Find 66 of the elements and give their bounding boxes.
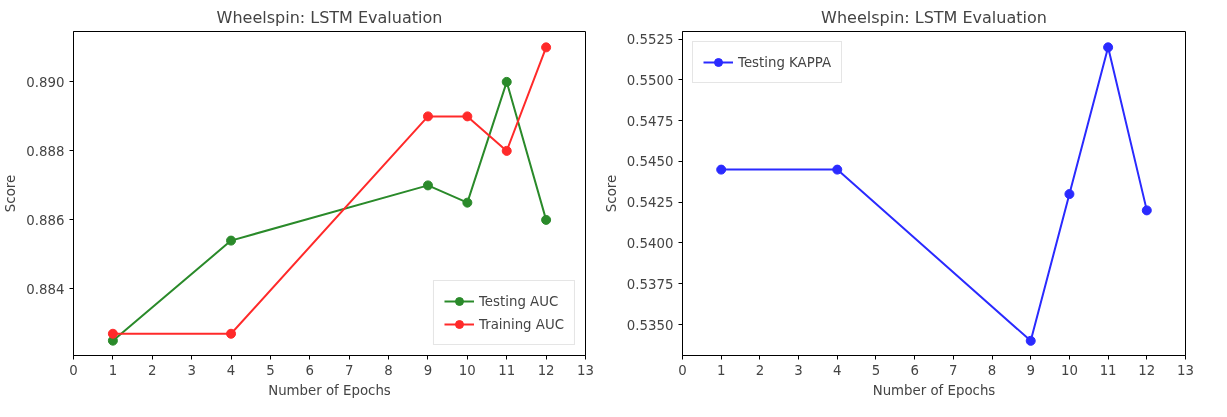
y-tick-label: 0.5400 — [626, 235, 674, 251]
point — [462, 111, 473, 122]
y-tick-label: 0.890 — [26, 74, 65, 90]
point — [226, 235, 237, 246]
x-tick-label: 11 — [498, 362, 516, 378]
x-tick-label: 0 — [69, 362, 78, 378]
x-tick-label: 5 — [266, 362, 275, 378]
y-axis-title: Score — [3, 174, 19, 213]
y-tick-label: 0.5450 — [626, 154, 674, 170]
x-tick-label: 10 — [1060, 362, 1078, 378]
legend-label: Training AUC — [478, 316, 564, 332]
x-tick-label: 1 — [716, 362, 726, 378]
y-tick-label: 0.5425 — [626, 195, 674, 211]
point — [501, 145, 512, 156]
y-tick-label: 0.884 — [26, 281, 65, 297]
point — [1141, 205, 1152, 216]
x-tick-label: 5 — [871, 362, 881, 378]
point — [462, 197, 473, 208]
y-tick-label: 0.5350 — [626, 317, 674, 333]
x-tick-label: 7 — [949, 362, 958, 378]
x-tick-label: 3 — [187, 362, 196, 378]
point — [422, 180, 433, 191]
y-tick-label: 0.888 — [26, 143, 65, 159]
legend-label: Testing AUC — [478, 293, 559, 309]
point — [501, 76, 512, 87]
x-tick-label: 6 — [305, 362, 315, 378]
x-tick-label: 2 — [148, 362, 157, 378]
point — [832, 164, 843, 175]
x-tick-label: 9 — [423, 362, 433, 378]
point — [1064, 189, 1075, 200]
x-tick-label: 12 — [537, 362, 555, 378]
x-tick-label: 1 — [108, 362, 118, 378]
y-tick-label: 0.886 — [26, 212, 65, 228]
point — [226, 328, 237, 339]
x-tick-label: 9 — [1026, 362, 1035, 378]
point — [1025, 335, 1036, 346]
point — [107, 328, 118, 339]
x-tick-label: 8 — [384, 362, 393, 378]
x-tick-label: 13 — [577, 362, 594, 378]
x-tick-label: 3 — [794, 362, 803, 378]
x-tick-label: 0 — [678, 362, 687, 378]
point — [716, 164, 727, 175]
y-axis-title: Score — [603, 174, 619, 213]
point — [541, 42, 552, 53]
x-tick-label: 4 — [833, 362, 842, 378]
x-axis-title: Number of Epochs — [268, 382, 391, 398]
point — [422, 111, 433, 122]
y-tick-label: 0.5525 — [626, 32, 674, 48]
chart-title: Wheelspin: LSTM Evaluation — [216, 7, 443, 27]
x-axis-title: Number of Epochs — [872, 382, 996, 398]
x-tick-label: 13 — [1177, 362, 1194, 378]
y-tick-label: 0.5475 — [626, 113, 674, 129]
chart-title: Wheelspin: LSTM Evaluation — [821, 7, 1047, 27]
x-tick-label: 12 — [1138, 362, 1156, 378]
point — [1103, 42, 1114, 53]
y-tick-label: 0.5375 — [626, 276, 674, 292]
x-tick-label: 2 — [755, 362, 765, 378]
x-tick-label: 7 — [344, 362, 354, 378]
x-tick-label: 8 — [987, 362, 997, 378]
point — [541, 214, 552, 225]
x-tick-label: 6 — [910, 362, 919, 378]
x-tick-label: 10 — [458, 362, 476, 378]
x-tick-label: 4 — [226, 362, 236, 378]
y-tick-label: 0.5500 — [626, 72, 674, 88]
legend-label: Testing KAPPA — [738, 54, 832, 70]
x-tick-label: 11 — [1099, 362, 1117, 378]
